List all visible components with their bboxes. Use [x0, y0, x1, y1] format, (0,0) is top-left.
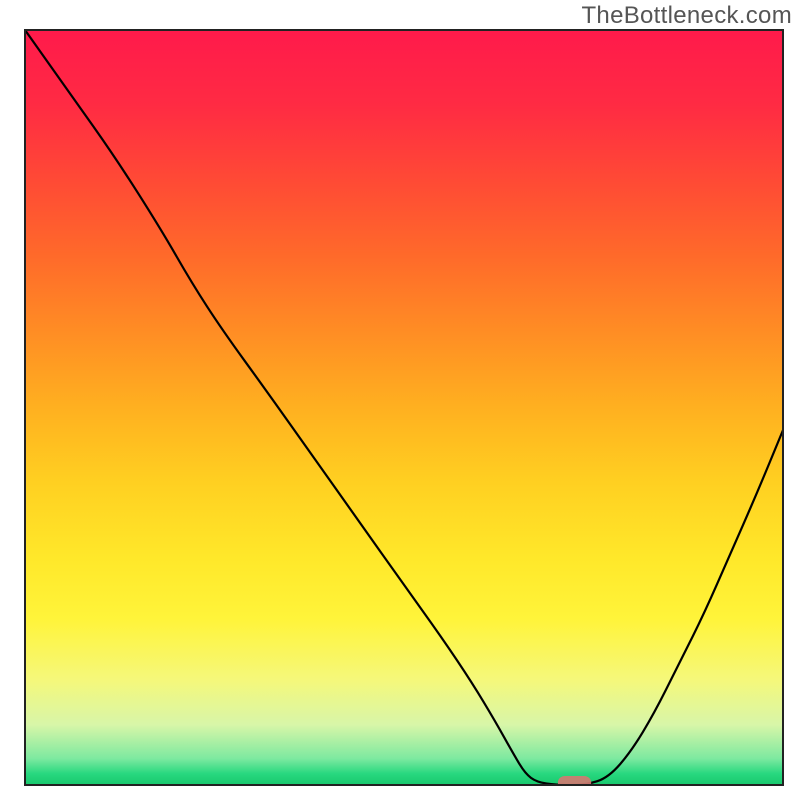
optimal-marker	[558, 776, 591, 790]
chart-svg	[0, 0, 800, 800]
plot-background	[25, 30, 783, 785]
chart-frame: TheBottleneck.com	[0, 0, 800, 800]
watermark-text: TheBottleneck.com	[581, 2, 792, 30]
